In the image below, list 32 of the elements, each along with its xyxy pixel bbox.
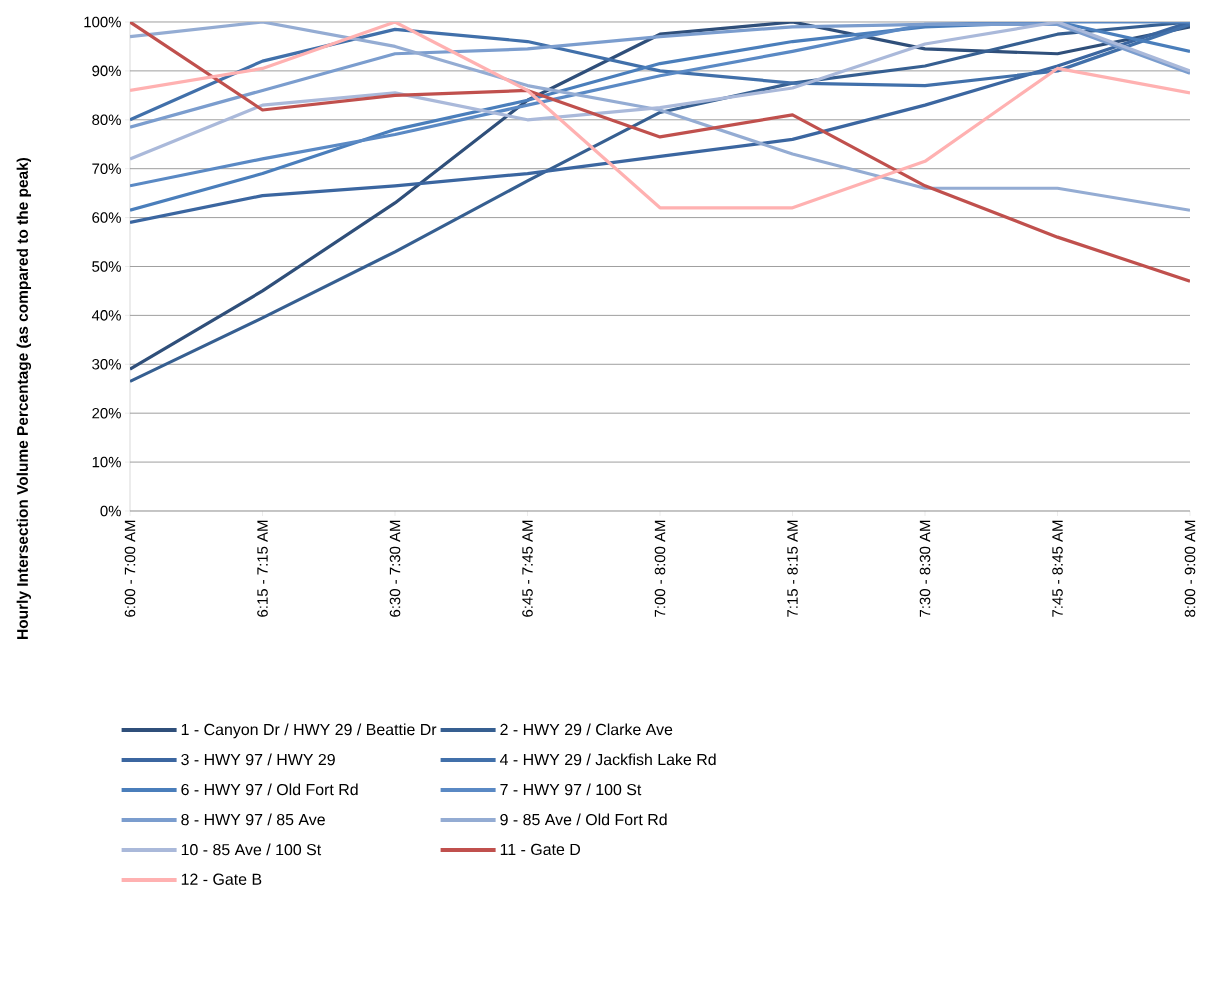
legend-label: 11 - Gate D — [500, 843, 581, 856]
y-tick-label: 100% — [84, 16, 121, 28]
x-tick-label: 6:30 - 7:30 AM — [389, 520, 401, 617]
legend-label: 7 - HWY 97 / 100 St — [500, 783, 642, 796]
y-tick-label: 70% — [92, 163, 121, 174]
x-tick-label: 7:15 - 8:15 AM — [787, 520, 798, 617]
y-tick-label: 0% — [100, 505, 121, 517]
x-tick-label: 7:45 - 8:45 AM — [1052, 520, 1063, 617]
y-tick-label: 20% — [92, 407, 121, 419]
x-tick-label: 6:15 - 7:15 AM — [257, 520, 268, 617]
legend-label: 10 - 85 Ave / 100 St — [181, 843, 322, 856]
x-tick-label: 6:45 - 7:45 AM — [522, 520, 533, 617]
legend-label: 2 - HWY 29 / Clarke Ave — [500, 723, 673, 736]
x-tick-label: 7:00 - 8:00 AM — [654, 520, 666, 617]
x-tick-label: 6:00 - 7:00 AM — [124, 520, 136, 617]
y-tick-label: 80% — [92, 114, 121, 126]
legend-label: 4 - HWY 29 / Jackfish Lake Rd — [499, 753, 716, 766]
y-tick-label: 50% — [92, 261, 121, 272]
y-tick-label: 10% — [92, 456, 121, 468]
y-axis-title: Hourly Intersection Volume Percentage (as compared to the peak) — [16, 157, 32, 639]
y-tick-label: 60% — [92, 212, 121, 223]
x-tick-label: 7:30 - 8:30 AM — [919, 520, 931, 617]
y-tick-label: 90% — [92, 65, 121, 77]
legend-label: 1 - Canyon Dr / HWY 29 / Beattie Dr — [181, 723, 437, 739]
y-tick-label: 40% — [91, 310, 121, 321]
y-tick-label: 30% — [92, 358, 121, 370]
legend-label: 12 - Gate B — [181, 873, 262, 885]
legend-label: 8 - HWY 97 / 85 Ave — [181, 813, 325, 826]
legend-label: 6 - HWY 97 / Old Fort Rd — [181, 783, 358, 796]
legend-label: 3 - HWY 97 / HWY 29 — [181, 753, 335, 766]
x-tick-label: 8:00 - 9:00 AM — [1184, 520, 1196, 617]
legend-label: 9 - 85 Ave / Old Fort Rd — [500, 813, 667, 826]
